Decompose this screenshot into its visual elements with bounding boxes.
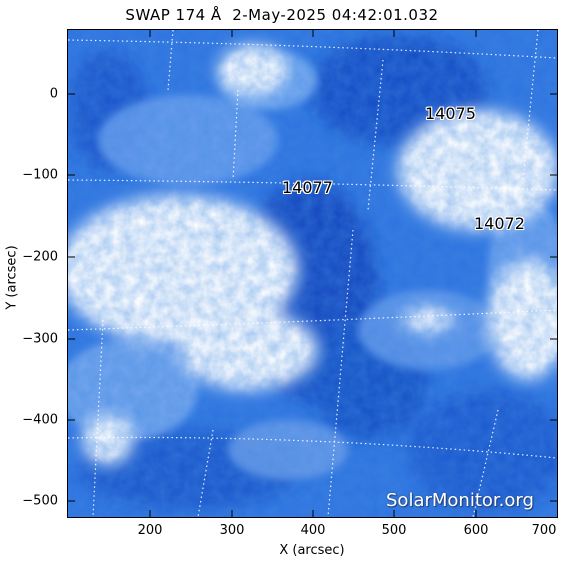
x-tick-label: 700: [531, 523, 557, 538]
grid-longitude-line: [92, 319, 104, 517]
x-tick-label: 500: [381, 523, 407, 538]
grid-longitude-line: [327, 229, 354, 517]
y-axis-label: Y (arcsec): [4, 245, 20, 310]
grid-longitude-line: [472, 409, 499, 517]
grid-longitude-line: [232, 89, 239, 181]
y-tick-label: −400: [22, 412, 58, 428]
region-label-14075: 14075: [425, 104, 476, 123]
x-tick-label: 400: [300, 523, 326, 538]
x-tick-label: 600: [463, 523, 489, 538]
x-tick-label: 200: [137, 523, 163, 538]
x-axis-label: X (arcsec): [279, 543, 345, 558]
heliographic-grid: [68, 30, 557, 517]
solar-image-plot: [68, 30, 557, 517]
image-noise: [68, 30, 557, 517]
y-tick-label: −500: [22, 493, 58, 509]
grid-longitude-line: [167, 30, 174, 91]
region-label-14072: 14072: [474, 214, 525, 233]
image-title: SWAP 174 Å 2-May-2025 04:42:01.032: [125, 6, 439, 24]
y-tick-label: −100: [22, 167, 58, 183]
y-tick-label: 0: [49, 86, 58, 102]
region-label-14077: 14077: [282, 178, 333, 197]
solar-euv-image: [68, 30, 557, 517]
grid-longitude-line: [197, 429, 214, 517]
x-tick-label: 300: [219, 523, 245, 538]
y-tick-label: −300: [22, 331, 58, 347]
y-tick-label: −200: [22, 249, 58, 265]
solarmonitor-watermark: SolarMonitor.org: [386, 490, 534, 511]
